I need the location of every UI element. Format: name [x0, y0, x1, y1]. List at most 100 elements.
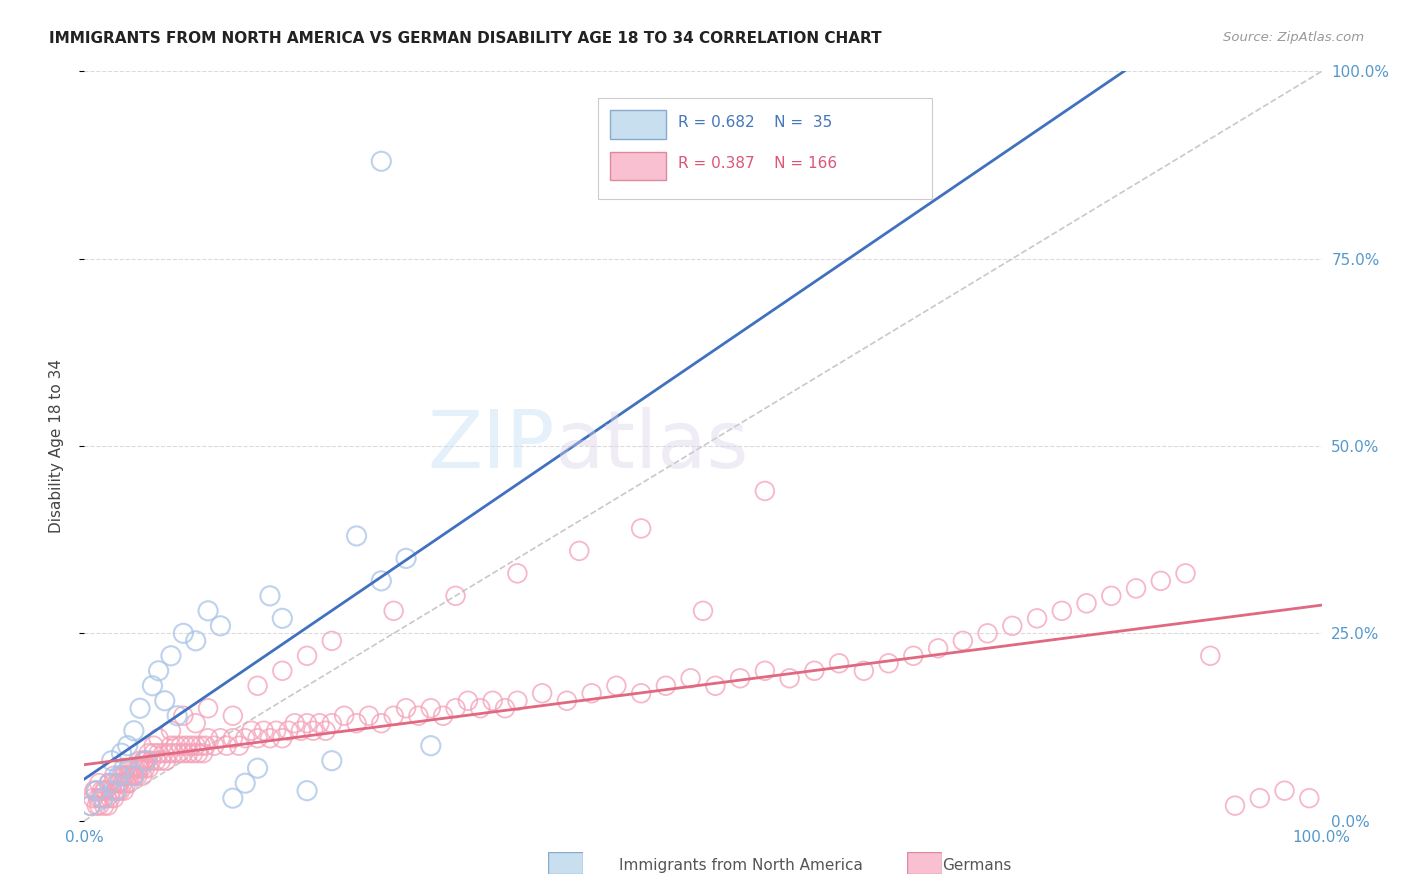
- Point: [370, 716, 392, 731]
- Point: [233, 776, 256, 790]
- Point: [952, 633, 974, 648]
- Point: [184, 739, 207, 753]
- Point: [197, 701, 219, 715]
- Point: [187, 746, 209, 760]
- Point: [271, 664, 294, 678]
- Point: [135, 754, 157, 768]
- Point: [108, 769, 131, 783]
- Point: [177, 746, 200, 760]
- Point: [308, 716, 330, 731]
- Point: [692, 604, 714, 618]
- Point: [470, 701, 492, 715]
- Point: [127, 769, 149, 783]
- Point: [903, 648, 925, 663]
- Point: [160, 648, 183, 663]
- Point: [1298, 791, 1320, 805]
- Point: [295, 783, 318, 797]
- Point: [120, 769, 142, 783]
- Point: [295, 716, 318, 731]
- Point: [100, 754, 122, 768]
- Point: [259, 589, 281, 603]
- Point: [877, 657, 900, 671]
- Point: [103, 769, 125, 783]
- Point: [240, 723, 263, 738]
- Point: [655, 679, 678, 693]
- Point: [118, 776, 141, 790]
- Point: [302, 723, 325, 738]
- Point: [1150, 574, 1173, 588]
- FancyBboxPatch shape: [610, 152, 666, 180]
- FancyBboxPatch shape: [610, 111, 666, 139]
- Point: [122, 723, 145, 738]
- FancyBboxPatch shape: [548, 852, 583, 874]
- Point: [197, 604, 219, 618]
- Point: [253, 723, 276, 738]
- Point: [122, 761, 145, 775]
- Point: [87, 791, 110, 805]
- Point: [444, 589, 467, 603]
- Point: [202, 739, 225, 753]
- Point: [1050, 604, 1073, 618]
- Point: [83, 783, 105, 797]
- Point: [174, 739, 197, 753]
- Point: [976, 626, 998, 640]
- Point: [1274, 783, 1296, 797]
- Point: [190, 739, 212, 753]
- Point: [138, 761, 160, 775]
- Point: [315, 723, 337, 738]
- Text: ZIP: ZIP: [427, 407, 554, 485]
- Point: [395, 701, 418, 715]
- Point: [481, 694, 503, 708]
- Point: [128, 761, 150, 775]
- Point: [184, 716, 207, 731]
- Point: [346, 716, 368, 731]
- Point: [370, 574, 392, 588]
- Text: Germans: Germans: [942, 858, 1011, 872]
- Point: [129, 701, 152, 715]
- Point: [98, 776, 121, 790]
- Point: [110, 769, 132, 783]
- Point: [828, 657, 851, 671]
- Point: [704, 679, 727, 693]
- Point: [370, 154, 392, 169]
- Point: [134, 761, 156, 775]
- Point: [555, 694, 578, 708]
- Point: [107, 783, 129, 797]
- Point: [98, 791, 121, 805]
- Point: [160, 723, 183, 738]
- Point: [93, 798, 115, 813]
- Text: Immigrants from North America: Immigrants from North America: [619, 858, 862, 872]
- Point: [101, 776, 124, 790]
- Point: [927, 641, 949, 656]
- Point: [728, 671, 751, 685]
- Point: [290, 723, 312, 738]
- Point: [432, 708, 454, 723]
- Point: [321, 633, 343, 648]
- Text: atlas: atlas: [554, 407, 749, 485]
- Point: [132, 754, 155, 768]
- Point: [1223, 798, 1246, 813]
- Point: [259, 731, 281, 746]
- Point: [162, 746, 184, 760]
- Point: [110, 746, 132, 760]
- Point: [295, 648, 318, 663]
- Point: [115, 776, 138, 790]
- Point: [94, 783, 117, 797]
- Point: [1026, 611, 1049, 625]
- Point: [506, 694, 529, 708]
- Point: [419, 739, 441, 753]
- FancyBboxPatch shape: [598, 97, 932, 199]
- Point: [630, 686, 652, 700]
- Point: [93, 783, 115, 797]
- Point: [1099, 589, 1122, 603]
- Point: [271, 731, 294, 746]
- Point: [209, 731, 232, 746]
- Point: [131, 769, 153, 783]
- Point: [105, 776, 128, 790]
- Point: [321, 716, 343, 731]
- Point: [79, 798, 101, 813]
- Point: [145, 754, 167, 768]
- Point: [271, 611, 294, 625]
- Point: [122, 769, 145, 783]
- Point: [184, 633, 207, 648]
